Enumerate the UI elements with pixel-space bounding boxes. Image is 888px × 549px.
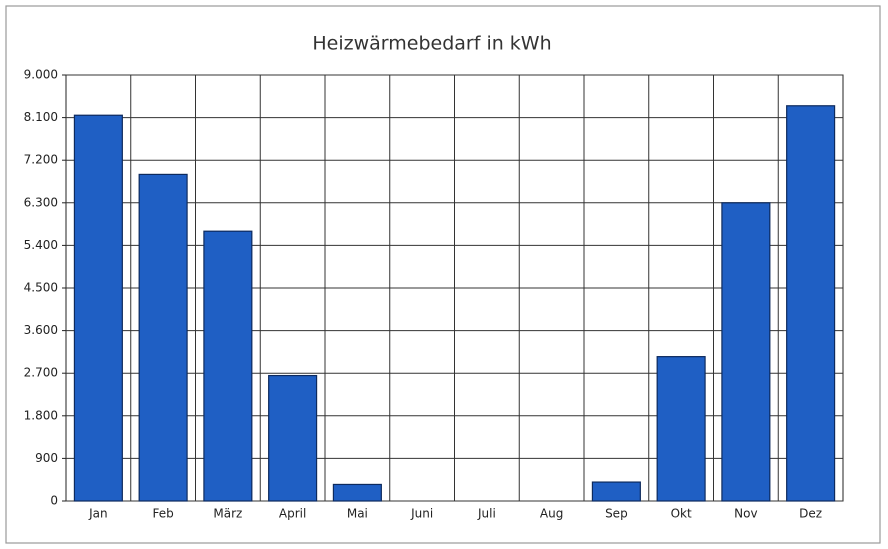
bar	[591, 481, 641, 502]
x-tick-label: Sep	[605, 507, 628, 521]
x-tick-label: Jan	[88, 507, 108, 521]
x-tick-label: Dez	[799, 507, 822, 521]
bar	[721, 202, 771, 502]
y-tick-label: 6.300	[24, 195, 58, 209]
x-tick-label: März	[213, 507, 242, 521]
y-tick-label: 8.100	[24, 110, 58, 124]
x-tick-label: Mai	[347, 507, 368, 521]
bar	[268, 374, 318, 502]
x-tick-label: Okt	[671, 507, 692, 521]
y-tick-label: 5.400	[24, 238, 58, 252]
x-tick-label: Aug	[540, 507, 563, 521]
x-tick-label: April	[279, 507, 306, 521]
x-tick-label: Nov	[734, 507, 757, 521]
x-tick-label: Juni	[410, 507, 433, 521]
y-tick-label: 2.700	[24, 366, 58, 380]
chart-title: Heizwärmebedarf in kWh	[312, 33, 551, 55]
y-tick-label: 9.000	[24, 68, 58, 82]
y-tick-label: 900	[35, 451, 58, 465]
x-tick-label: Feb	[153, 507, 174, 521]
bar	[138, 173, 188, 502]
y-tick-label: 0	[50, 494, 58, 508]
y-tick-label: 7.200	[24, 153, 58, 167]
y-tick-label: 1.800	[24, 408, 58, 422]
bar	[203, 230, 253, 502]
bar	[786, 105, 836, 502]
bar	[656, 356, 706, 502]
bar	[73, 114, 123, 502]
y-tick-label: 3.600	[24, 323, 58, 337]
y-tick-label: 4.500	[24, 281, 58, 295]
x-tick-label: Juli	[477, 507, 496, 521]
bar	[332, 483, 382, 502]
